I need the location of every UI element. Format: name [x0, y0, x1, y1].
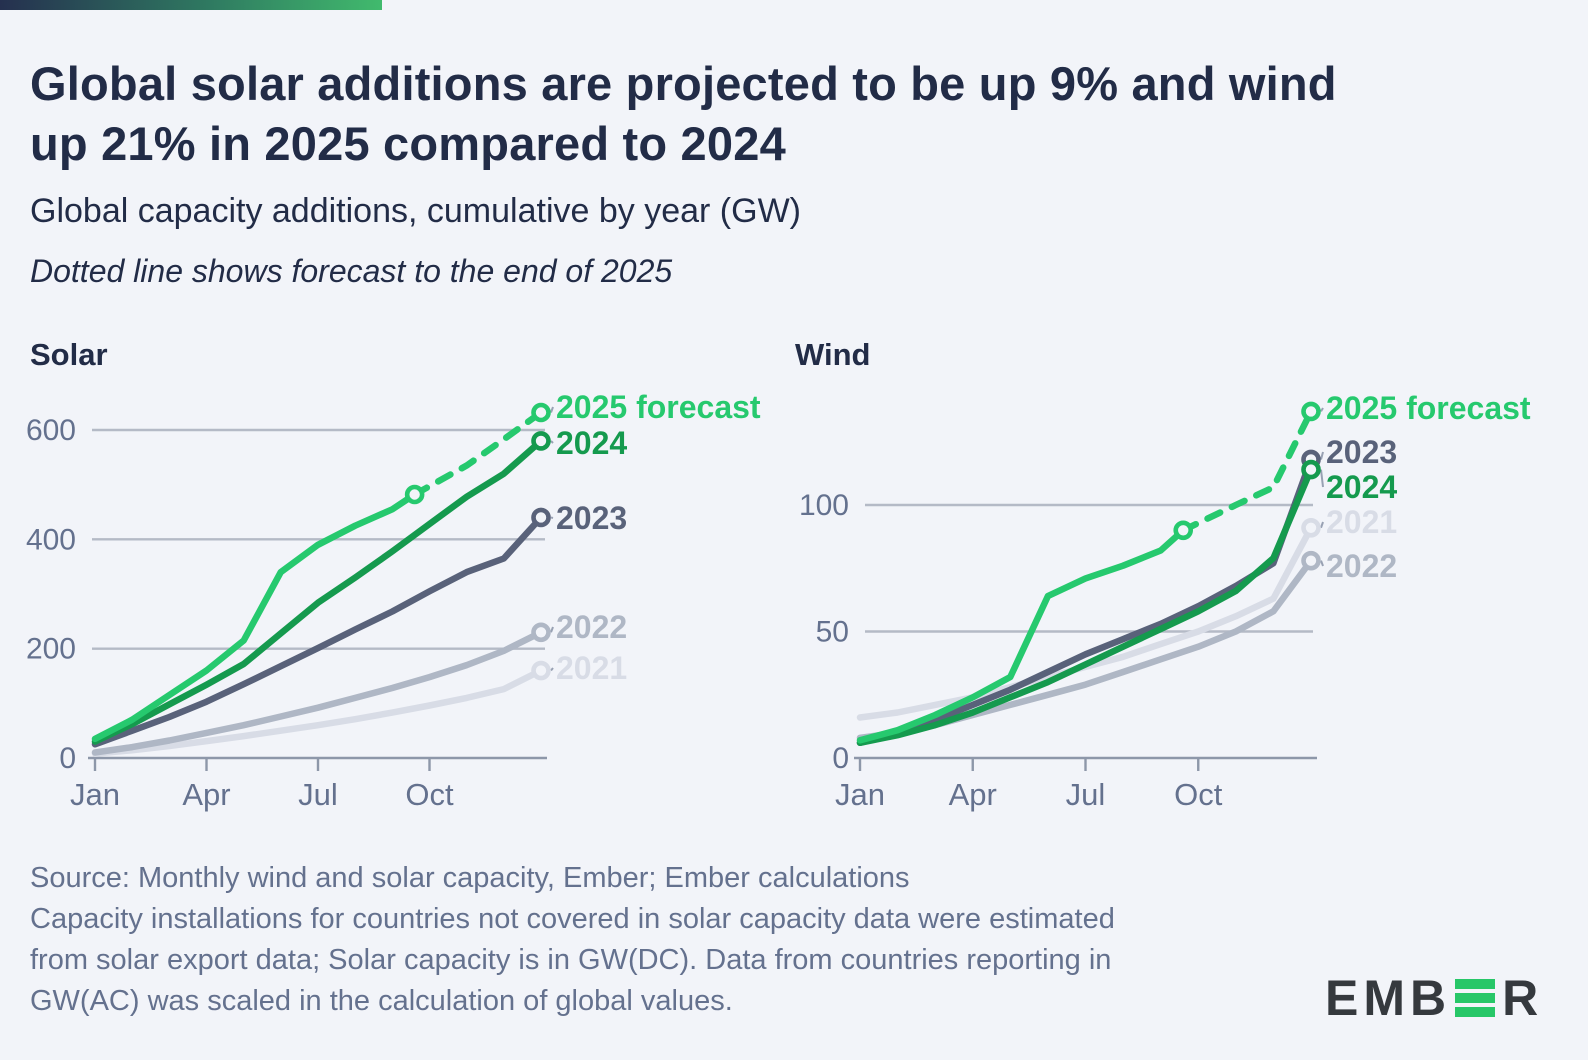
- series-line-2025-forecast: [856, 527, 1187, 744]
- series-line-2024: [856, 466, 1315, 747]
- x-tick-label: Apr: [182, 777, 230, 812]
- x-tick-label: Jan: [70, 777, 120, 812]
- source-line: GW(AC) was scaled in the calculation of …: [30, 985, 733, 1017]
- x-tick-label: Apr: [949, 777, 997, 812]
- series-label-2024: 2024: [556, 425, 627, 461]
- series-end-marker-2021: [1301, 517, 1321, 538]
- series-end-marker-2025-forecast: [404, 484, 425, 505]
- series-end-marker-2024: [531, 431, 551, 451]
- label-leader-line: [1320, 521, 1324, 529]
- wind-chart-heading: Wind: [795, 337, 871, 372]
- series-end-marker-2025-forecast: [1173, 520, 1194, 541]
- page-title-line1: Global solar additions are projected to …: [30, 57, 1337, 110]
- series-label-2021: 2021: [1326, 504, 1397, 540]
- series-forecast-line-2025-forecast: [411, 409, 545, 498]
- series-line-2023: [91, 514, 545, 748]
- y-tick-label: 400: [26, 523, 76, 556]
- series-label-2025-forecast: 2025 forecast: [556, 389, 761, 425]
- y-tick-label: 0: [59, 742, 76, 775]
- label-leader-line: [550, 516, 554, 519]
- source-note: Source: Monthly wind and solar capacity,…: [30, 858, 1290, 1022]
- ember-logo-text-left: EMB: [1325, 970, 1452, 1026]
- series-end-marker-2022: [531, 622, 551, 643]
- series-line-2022: [91, 629, 545, 756]
- series-end-marker-2022: [1301, 550, 1321, 571]
- y-tick-label: 100: [799, 489, 849, 522]
- forecast-note: Dotted line shows forecast to the end of…: [30, 253, 673, 289]
- series-line-2024: [91, 437, 545, 745]
- ember-logo-text-right: R: [1502, 970, 1544, 1026]
- label-leader-line: [1320, 451, 1324, 460]
- x-tick-label: Oct: [405, 777, 454, 812]
- label-leader-line: [550, 626, 554, 633]
- page-subtitle: Global capacity additions, cumulative by…: [30, 192, 801, 230]
- series-end-marker-2023: [531, 507, 551, 528]
- ember-logo-green-e-icon: [1455, 979, 1496, 1017]
- x-tick-label: Jan: [835, 777, 885, 812]
- y-tick-label: 50: [816, 616, 849, 649]
- solar-chart-heading: Solar: [30, 337, 108, 372]
- page-title-line2: up 21% in 2025 compared to 2024: [30, 117, 786, 170]
- label-leader-line: [550, 667, 554, 672]
- series-end-marker-2025-forecast: [531, 402, 551, 423]
- label-leader-line: [550, 440, 554, 444]
- series-label-2022: 2022: [1326, 548, 1397, 584]
- x-tick-label: Jul: [298, 777, 338, 812]
- label-leader-line: [550, 406, 554, 413]
- source-line: from solar export data; Solar capacity i…: [30, 944, 1112, 976]
- series-line-2021: [856, 524, 1315, 721]
- y-tick-label: 200: [26, 633, 76, 666]
- series-end-marker-2021: [531, 660, 551, 681]
- series-end-marker-2024: [1301, 459, 1321, 480]
- series-label-2025-forecast: 2025 forecast: [1326, 390, 1531, 426]
- series-line-2021: [91, 667, 545, 757]
- series-label-2023: 2023: [1326, 434, 1397, 470]
- label-leader-line: [1320, 560, 1324, 567]
- source-line: Source: Monthly wind and solar capacity,…: [30, 862, 910, 894]
- label-leader-line: [1320, 469, 1324, 488]
- brand-gradient-bar: [0, 0, 382, 10]
- series-label-2023: 2023: [556, 500, 627, 536]
- series-forecast-line-2025-forecast: [1179, 408, 1315, 534]
- y-tick-label: 0: [832, 742, 849, 775]
- ember-logo: EMB R: [1325, 970, 1544, 1026]
- series-label-2024: 2024: [1326, 469, 1397, 505]
- series-line-2025-forecast: [91, 491, 418, 743]
- y-tick-label: 600: [26, 414, 76, 447]
- series-label-2021: 2021: [556, 650, 627, 686]
- series-line-2023: [856, 456, 1315, 747]
- x-tick-label: Jul: [1066, 777, 1106, 812]
- x-tick-label: Oct: [1174, 777, 1223, 812]
- page-title: Global solar additions are projected to …: [30, 54, 1560, 174]
- series-label-2022: 2022: [556, 609, 627, 645]
- source-line: Capacity installations for countries not…: [30, 903, 1115, 935]
- label-leader-line: [1320, 407, 1324, 412]
- series-end-marker-2025-forecast: [1301, 401, 1321, 422]
